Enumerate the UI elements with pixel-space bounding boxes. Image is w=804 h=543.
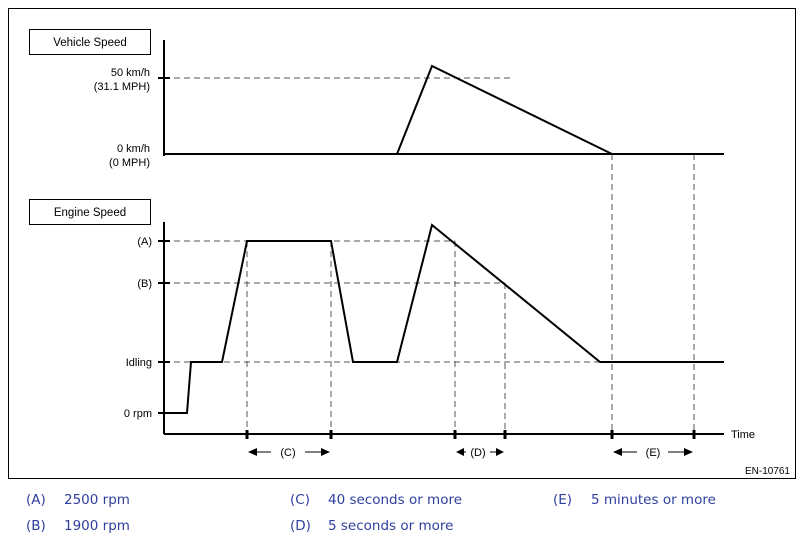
time-axis-label: Time bbox=[731, 429, 755, 441]
interval-c-arrow bbox=[248, 448, 330, 456]
engine-speed-label-box: Engine Speed bbox=[29, 199, 151, 225]
legend: (A) 2500 rpm (B) 1900 rpm (C) 40 seconds or… bbox=[0, 486, 804, 543]
es-tick-b-label: (B) bbox=[137, 278, 152, 290]
interval-d-label: (D) bbox=[470, 447, 485, 459]
legend-item-b: (B) 1900 rpm bbox=[26, 518, 130, 534]
vehicle-speed-label: Vehicle Speed bbox=[53, 37, 127, 49]
es-tick-idling-label: Idling bbox=[126, 357, 152, 369]
vehicle-speed-label-box: Vehicle Speed bbox=[29, 29, 151, 55]
axes bbox=[158, 40, 724, 435]
legend-item-a: (A) 2500 rpm bbox=[26, 492, 130, 508]
engine-speed-label: Engine Speed bbox=[54, 207, 126, 219]
es-tick-a-label: (A) bbox=[137, 236, 152, 248]
time-ticks bbox=[245, 430, 696, 439]
legend-key-a: (A) bbox=[26, 492, 46, 508]
legend-item-c: (C) 40 seconds or more bbox=[290, 492, 462, 508]
vs-tick-50-mph-label: (31.1 MPH) bbox=[94, 81, 150, 93]
timing-diagram: Vehicle Speed Engine Speed bbox=[8, 8, 796, 479]
legend-item-d: (D) 5 seconds or more bbox=[290, 518, 453, 534]
legend-value-c: 40 seconds or more bbox=[328, 492, 463, 508]
legend-item-e: (E) 5 minutes or more bbox=[553, 492, 716, 508]
legend-key-d: (D) bbox=[290, 518, 311, 534]
diagram-frame bbox=[8, 8, 796, 479]
vs-tick-0-label: 0 km/h bbox=[117, 143, 150, 155]
legend-key-b: (B) bbox=[26, 518, 46, 534]
vehicle-speed-curve bbox=[164, 64, 724, 155]
legend-value-e: 5 minutes or more bbox=[591, 492, 716, 508]
interval-e-arrow bbox=[613, 448, 693, 456]
legend-value-d: 5 seconds or more bbox=[328, 518, 454, 534]
legend-key-c: (C) bbox=[290, 492, 310, 508]
vs-tick-50-label: 50 km/h bbox=[111, 67, 150, 79]
interval-e-label: (E) bbox=[646, 447, 661, 459]
engine-speed-curve bbox=[164, 223, 724, 414]
figure-id: EN-10761 bbox=[745, 466, 790, 477]
es-tick-0-label: 0 rpm bbox=[124, 408, 152, 420]
legend-value-a: 2500 rpm bbox=[64, 492, 130, 508]
vs-tick-0-mph-label: (0 MPH) bbox=[109, 157, 150, 169]
interval-c-label: (C) bbox=[280, 447, 295, 459]
legend-value-b: 1900 rpm bbox=[64, 518, 130, 534]
interval-d-arrow bbox=[456, 448, 504, 456]
legend-key-e: (E) bbox=[553, 492, 573, 508]
